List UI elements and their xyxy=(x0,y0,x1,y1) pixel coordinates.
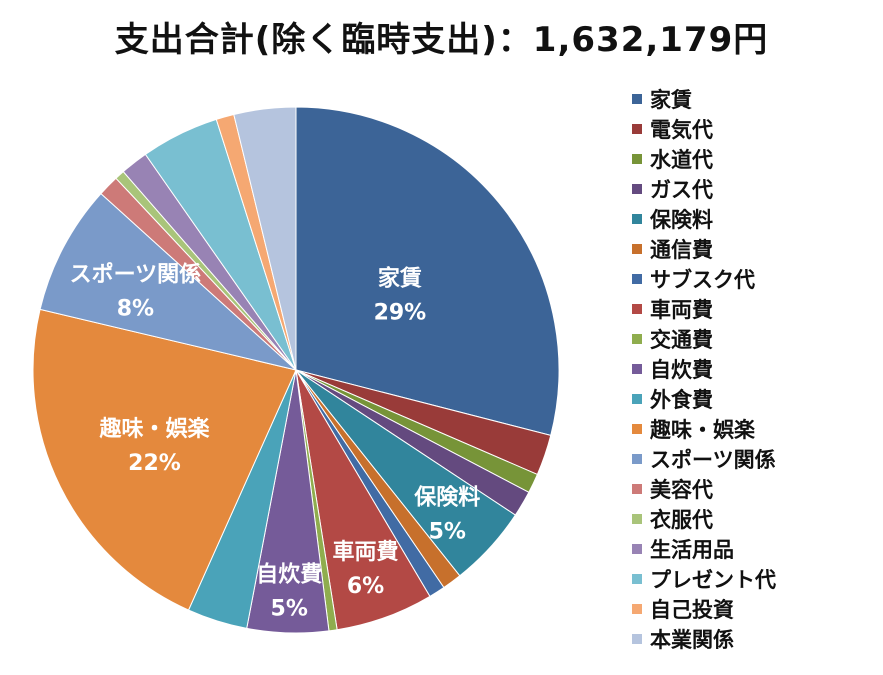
data-label-11: 趣味・娯楽 22% xyxy=(98,416,210,476)
legend-swatch xyxy=(632,304,642,314)
legend-swatch xyxy=(632,124,642,134)
legend-swatch xyxy=(632,394,642,404)
legend-label: 美容代 xyxy=(650,478,713,502)
legend-label: 家賃 xyxy=(650,88,692,112)
legend-swatch xyxy=(632,484,642,494)
legend-label: 通信費 xyxy=(650,238,713,262)
legend-item: サブスク代 xyxy=(632,264,872,294)
data-label-4: 保険料 5% xyxy=(413,486,480,545)
legend-swatch xyxy=(632,634,642,644)
legend-label: 水道代 xyxy=(650,148,713,172)
legend-item: スポーツ関係 xyxy=(632,444,872,474)
legend-label: 電気代 xyxy=(650,118,713,142)
legend-item: 通信費 xyxy=(632,234,872,264)
legend-item: 自己投資 xyxy=(632,594,872,624)
legend-label: サブスク代 xyxy=(650,268,755,292)
legend-label: 自己投資 xyxy=(650,598,734,622)
legend-swatch xyxy=(632,574,642,584)
legend-item: プレゼント代 xyxy=(632,564,872,594)
legend-swatch xyxy=(632,604,642,614)
legend-label: 保険料 xyxy=(650,208,713,232)
legend-item: 衣服代 xyxy=(632,504,872,534)
legend-item: 自炊費 xyxy=(632,354,872,384)
legend-label: ガス代 xyxy=(650,178,713,202)
legend-item: 電気代 xyxy=(632,114,872,144)
legend-label: 交通費 xyxy=(650,328,713,352)
legend-swatch xyxy=(632,154,642,164)
pie-slice-12 xyxy=(39,192,297,371)
legend-item: 趣味・娯楽 xyxy=(632,414,872,444)
legend-swatch xyxy=(632,244,642,254)
legend-swatch xyxy=(632,334,642,344)
legend-swatch xyxy=(632,424,642,434)
legend-swatch xyxy=(632,544,642,554)
legend-item: 家賃 xyxy=(632,84,872,114)
legend-item: ガス代 xyxy=(632,174,872,204)
legend-item: 外食費 xyxy=(632,384,872,414)
legend-swatch xyxy=(632,184,642,194)
legend-label: 外食費 xyxy=(650,388,713,412)
pie-slice-11 xyxy=(32,308,297,611)
legend-swatch xyxy=(632,274,642,284)
data-label-9: 自炊費 5% xyxy=(256,562,322,622)
legend-item: 水道代 xyxy=(632,144,872,174)
legend-swatch xyxy=(632,514,642,524)
legend-label: 趣味・娯楽 xyxy=(650,418,755,442)
legend-item: 美容代 xyxy=(632,474,872,504)
legend-swatch xyxy=(632,454,642,464)
legend-label: 生活用品 xyxy=(650,538,734,562)
legend-swatch xyxy=(632,364,642,374)
legend-label: プレゼント代 xyxy=(650,568,776,592)
chart-title: 支出合計(除く臨時支出)：1,632,179円 xyxy=(114,20,769,60)
legend-item: 本業関係 xyxy=(632,624,872,654)
legend: 家賃電気代水道代ガス代保険料通信費サブスク代車両費交通費自炊費外食費趣味・娯楽ス… xyxy=(632,84,872,654)
pie-slice-18 xyxy=(233,106,297,371)
legend-label: スポーツ関係 xyxy=(650,448,776,472)
legend-item: 生活用品 xyxy=(632,534,872,564)
legend-label: 自炊費 xyxy=(650,358,713,382)
pie-slice-0 xyxy=(295,106,560,437)
data-label-7: 車両費 6% xyxy=(332,540,398,599)
data-label-0: 家賃 29% xyxy=(374,265,427,325)
legend-item: 保険料 xyxy=(632,204,872,234)
legend-swatch xyxy=(632,94,642,104)
legend-swatch xyxy=(632,214,642,224)
legend-item: 交通費 xyxy=(632,324,872,354)
legend-label: 本業関係 xyxy=(650,628,734,652)
legend-item: 車両費 xyxy=(632,294,872,324)
legend-label: 車両費 xyxy=(650,298,713,322)
legend-label: 衣服代 xyxy=(650,508,713,532)
data-label-12: スポーツ関係 8% xyxy=(70,262,202,322)
